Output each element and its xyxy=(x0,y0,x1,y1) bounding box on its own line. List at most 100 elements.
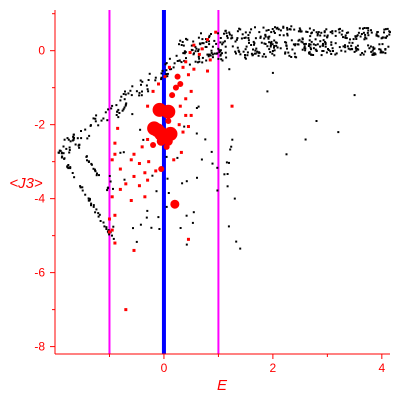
black-point xyxy=(324,43,327,46)
black-point xyxy=(185,37,187,40)
black-point xyxy=(309,43,312,46)
black-point xyxy=(356,47,359,50)
black-point xyxy=(315,49,318,52)
black-point xyxy=(160,72,163,75)
black-point xyxy=(286,34,289,37)
black-point xyxy=(247,39,250,42)
red-point-25 xyxy=(192,67,196,71)
black-point xyxy=(235,240,238,243)
black-point xyxy=(98,174,100,177)
black-point xyxy=(277,28,280,31)
black-point xyxy=(282,25,285,28)
black-point xyxy=(221,43,224,46)
black-point xyxy=(378,43,381,46)
black-point xyxy=(115,104,118,107)
black-point xyxy=(184,51,187,54)
red-point-27 xyxy=(188,51,192,55)
black-point xyxy=(359,53,362,56)
y-axis-title: <J3> xyxy=(9,175,43,192)
black-point xyxy=(344,50,347,53)
black-point xyxy=(307,45,310,47)
black-point xyxy=(200,158,203,161)
black-point xyxy=(340,49,343,52)
black-point xyxy=(122,93,125,95)
red-points-layer xyxy=(107,30,234,312)
black-point xyxy=(322,42,324,45)
black-point xyxy=(362,31,365,34)
black-point xyxy=(310,48,312,51)
black-point xyxy=(166,177,169,180)
black-point xyxy=(192,211,195,214)
black-point xyxy=(198,60,201,63)
black-point xyxy=(211,162,214,165)
black-point xyxy=(213,52,216,55)
black-point xyxy=(215,42,218,45)
black-point xyxy=(167,192,170,194)
black-point xyxy=(273,49,276,52)
red-point-35 xyxy=(189,89,193,93)
black-point xyxy=(200,32,202,35)
black-point xyxy=(226,36,229,39)
black-point xyxy=(268,41,271,44)
black-point xyxy=(262,26,265,29)
black-point xyxy=(271,43,274,46)
black-point xyxy=(351,48,354,51)
black-point xyxy=(140,94,143,97)
black-point xyxy=(207,55,210,58)
black-point xyxy=(216,52,219,55)
black-point xyxy=(219,37,222,39)
black-point xyxy=(145,216,148,219)
black-point xyxy=(132,227,134,230)
black-point xyxy=(190,48,193,51)
y-tick-label: -8 xyxy=(34,340,45,354)
black-point xyxy=(117,108,120,111)
black-point xyxy=(85,155,88,158)
black-point xyxy=(94,170,97,173)
black-point xyxy=(110,107,113,110)
red-point-63 xyxy=(230,104,234,108)
black-point xyxy=(338,31,341,34)
red-point-16 xyxy=(174,73,181,80)
black-point xyxy=(354,35,357,38)
black-point xyxy=(205,38,207,41)
black-point xyxy=(166,75,169,78)
black-point xyxy=(219,53,222,56)
black-point xyxy=(84,128,87,131)
x-tick-label: 4 xyxy=(378,361,385,375)
black-point xyxy=(308,39,311,42)
red-point-47 xyxy=(137,162,141,166)
black-point xyxy=(74,143,77,146)
red-point-44 xyxy=(140,145,144,149)
black-point xyxy=(125,102,128,105)
red-point-42 xyxy=(172,158,176,162)
black-point xyxy=(385,36,387,39)
black-point xyxy=(349,38,351,41)
black-point xyxy=(139,79,142,82)
black-point xyxy=(218,49,221,52)
black-point xyxy=(230,37,233,40)
black-point xyxy=(244,56,246,59)
black-point xyxy=(340,33,343,36)
black-point xyxy=(239,247,242,250)
black-point xyxy=(204,138,207,141)
black-point xyxy=(121,109,124,112)
black-point xyxy=(223,40,226,43)
black-point xyxy=(315,120,318,122)
black-point xyxy=(330,53,333,55)
black-point xyxy=(201,56,204,59)
black-point xyxy=(223,173,226,176)
black-point xyxy=(345,37,348,40)
black-point xyxy=(286,26,289,29)
black-point xyxy=(94,117,97,120)
black-point xyxy=(222,41,225,44)
black-point xyxy=(271,71,274,74)
black-point xyxy=(66,166,69,169)
black-point xyxy=(275,27,278,30)
black-point xyxy=(292,43,295,46)
black-point xyxy=(324,45,327,48)
black-point xyxy=(311,31,313,34)
black-point xyxy=(194,60,197,63)
red-point-19 xyxy=(151,89,155,93)
black-point xyxy=(253,43,255,46)
black-point xyxy=(286,28,289,31)
